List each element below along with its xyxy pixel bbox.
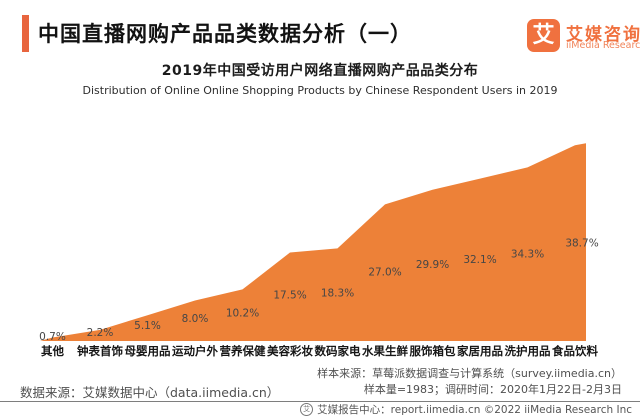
value-label: 2.2% <box>87 327 114 339</box>
value-label: 29.9% <box>416 259 449 271</box>
report-center-text: 艾媒报告中心：report.iimedia.cn ©2022 iiMedia R… <box>317 404 632 416</box>
category-label: 美容彩妆 <box>267 344 313 358</box>
sample-notes: 样本来源：草莓派数据调查与计算系统（survey.iimedia.cn） 样本量… <box>317 366 622 397</box>
category-label: 洗护用品 <box>505 344 551 358</box>
category-label: 母婴用品 <box>125 344 171 358</box>
value-label: 38.7% <box>565 238 598 250</box>
category-label: 家居用品 <box>457 344 503 358</box>
value-label: 27.0% <box>368 266 401 278</box>
category-label: 钟表首饰 <box>77 344 123 358</box>
sample-info-note: 样本量=1983；调研时间：2020年1月22日-2月3日 <box>363 382 622 396</box>
report-center-bar: 艾 艾媒报告中心：report.iimedia.cn ©2022 iiMedia… <box>300 403 632 416</box>
sample-source-note: 样本来源：草莓派数据调查与计算系统（survey.iimedia.cn） <box>317 367 622 380</box>
value-label: 5.1% <box>134 320 161 332</box>
value-label: 8.0% <box>182 313 209 325</box>
iimedia-stamp-icon: 艾 <box>300 403 314 416</box>
chart-title-cn: 2019年中国受访用户网络直播网购产品品类分布 <box>161 63 479 79</box>
value-label: 0.7% <box>39 331 66 343</box>
iimedia-logo: 艾 艾媒咨询 iiMedia Research <box>527 19 640 55</box>
category-label: 其他 <box>41 344 64 358</box>
value-label: 34.3% <box>511 249 544 261</box>
logo-name-en: iiMedia Research <box>566 40 640 51</box>
chart-title-en: Distribution of Online Online Shopping P… <box>82 84 558 97</box>
logo-name-cn: 艾媒咨询 <box>566 25 640 45</box>
category-label: 水果生鲜 <box>362 344 408 358</box>
category-label: 食品饮料 <box>552 344 598 358</box>
category-label: 运动户外 <box>172 344 218 358</box>
area-series <box>40 143 586 341</box>
footer-divider <box>0 401 640 402</box>
category-label: 服饰箱包 <box>410 344 456 358</box>
iimedia-logo-icon: 艾 <box>527 19 560 52</box>
value-label: 17.5% <box>273 290 306 302</box>
data-source-note: 数据来源：艾媒数据中心（data.iimedia.cn） <box>20 385 280 400</box>
value-label: 10.2% <box>226 308 259 320</box>
value-label: 32.1% <box>463 254 496 266</box>
value-label: 18.3% <box>321 288 354 300</box>
area-chart: 0.7%其他 2.2% 钟表首饰 5.1% 母婴用品 8.0% 运动户外 10.2% 营养保健 1… <box>39 143 599 358</box>
title-accent-bar <box>22 15 29 52</box>
category-label: 营养保健 <box>220 344 266 358</box>
category-label: 数码家电 <box>315 344 361 358</box>
page-title: 中国直播网购产品品类数据分析（一） <box>38 22 412 46</box>
